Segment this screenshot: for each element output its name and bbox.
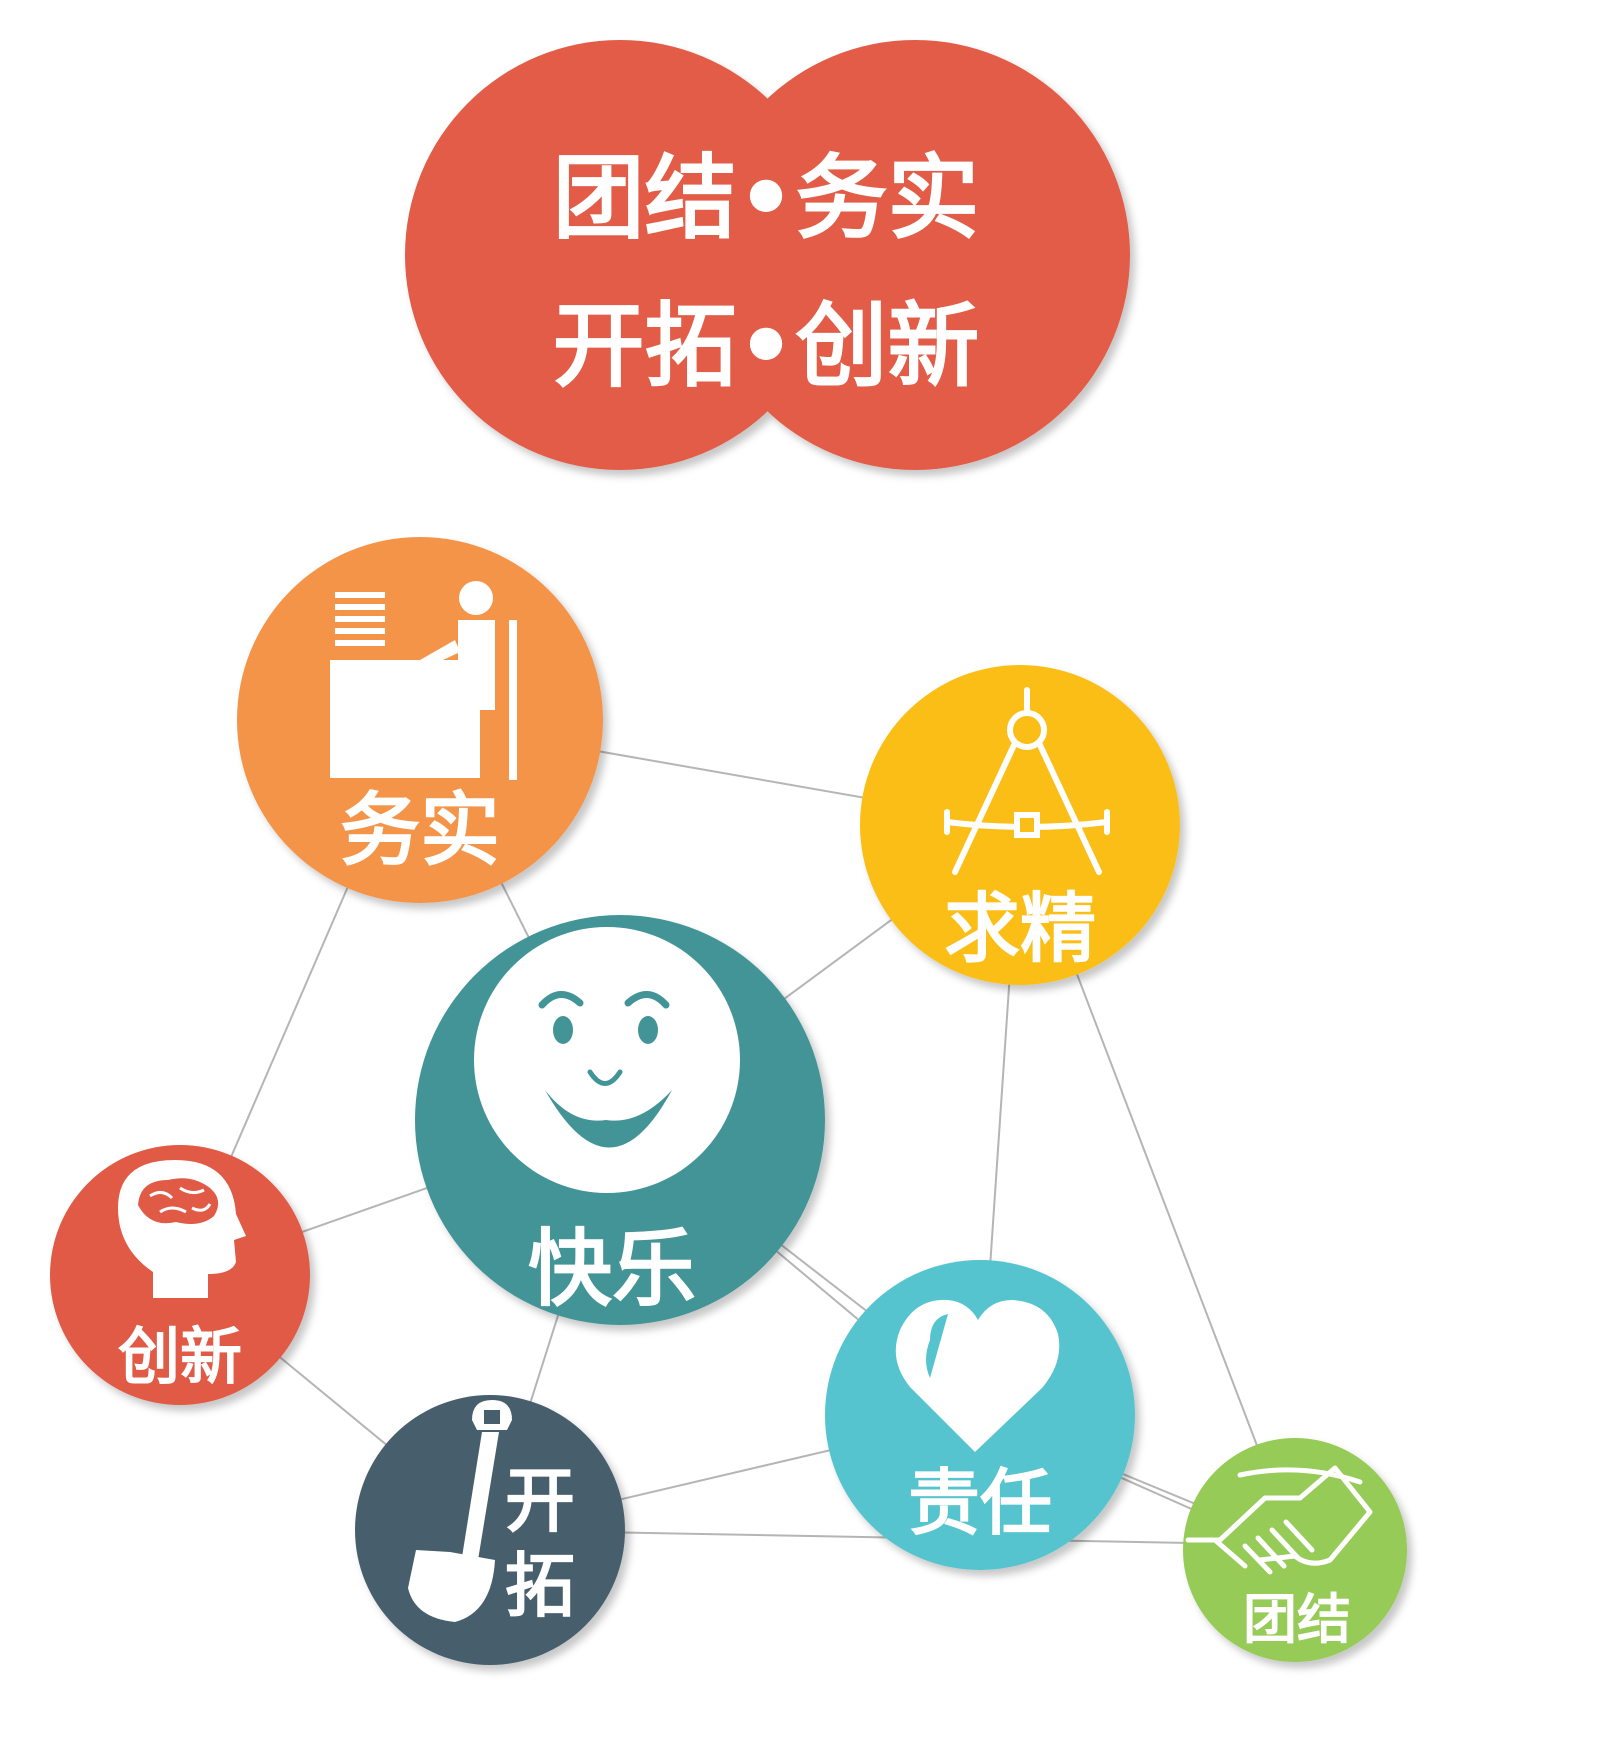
heart-icon bbox=[895, 1299, 1060, 1452]
node-qiujing: 求精 bbox=[860, 665, 1180, 985]
node-label-chuangxin: 创新 bbox=[118, 1320, 242, 1393]
node-kuaile: 快乐 bbox=[415, 915, 825, 1325]
node-label-wushi: 务实 bbox=[340, 784, 500, 877]
compass-icon bbox=[944, 687, 1110, 875]
node-kaituo: 开 拓 bbox=[355, 1395, 625, 1665]
node-tuanjie: 团结 bbox=[1183, 1438, 1407, 1662]
node-label-kuaile: 快乐 bbox=[528, 1220, 696, 1318]
node-label-zeren: 责任 bbox=[908, 1461, 1052, 1545]
handshake-icon bbox=[1185, 1465, 1373, 1575]
node-label-kaituo-2: 拓 bbox=[505, 1545, 575, 1627]
banner-line-1: 团结•务实 bbox=[553, 145, 980, 252]
shovel-icon bbox=[408, 1400, 512, 1622]
node-chuangxin: 创新 bbox=[50, 1145, 310, 1405]
smiley-face-icon bbox=[474, 927, 740, 1193]
desk-worker-icon bbox=[330, 581, 517, 780]
node-label-kaituo-1: 开 bbox=[505, 1460, 575, 1542]
brain-head-icon bbox=[118, 1160, 246, 1298]
node-label-qiujing: 求精 bbox=[944, 884, 1096, 973]
banner-line-2: 开拓•创新 bbox=[553, 293, 980, 400]
node-zeren: 责任 bbox=[825, 1260, 1135, 1570]
banner: 团结•务实 开拓•创新 bbox=[405, 40, 1130, 470]
node-wushi: 务实 bbox=[237, 537, 603, 903]
node-label-tuanjie: 团结 bbox=[1243, 1588, 1351, 1651]
